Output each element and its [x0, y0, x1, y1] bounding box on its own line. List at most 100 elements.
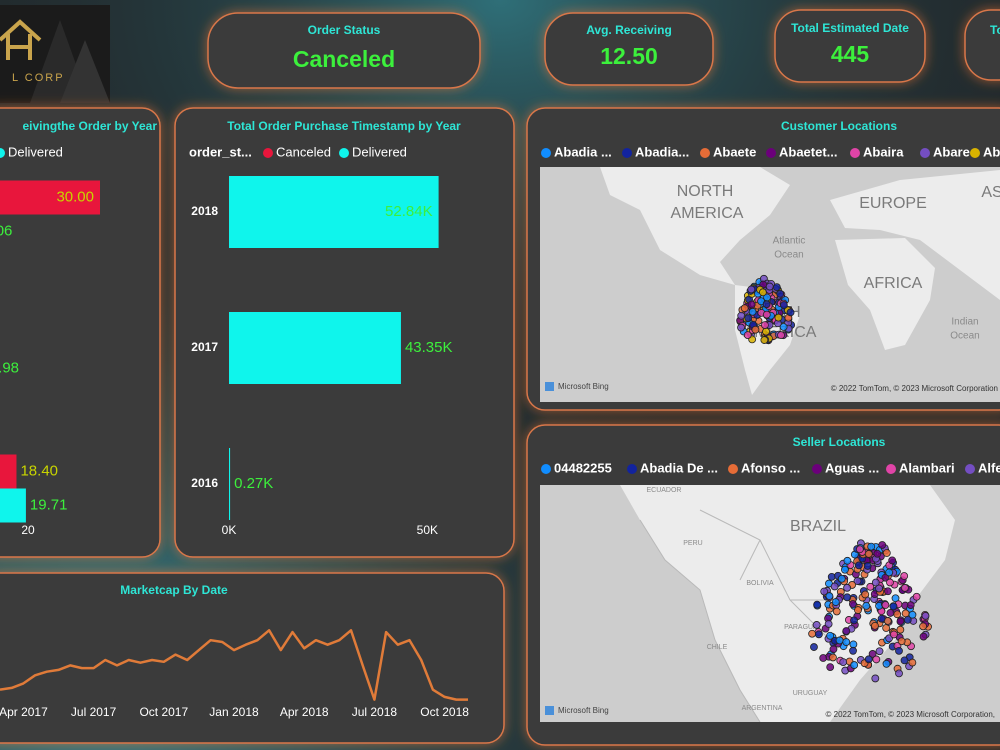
legend-label: Delivered [352, 144, 407, 159]
line [0, 629, 468, 701]
map-point [873, 549, 882, 558]
map-point [776, 289, 785, 298]
legend-label: 04482255 [554, 460, 612, 475]
data-label: 12.98 [0, 359, 19, 376]
map-point [765, 282, 774, 291]
map-point [744, 314, 753, 323]
map-point [761, 321, 769, 330]
map-point [842, 638, 851, 646]
map-point [867, 542, 876, 551]
provider-icon [545, 706, 554, 715]
map-point [813, 600, 821, 609]
map-point [875, 584, 883, 593]
bar [0, 488, 26, 523]
map-label: URUGUAY [793, 690, 828, 697]
map-point [848, 600, 857, 608]
map-point [849, 640, 858, 649]
map-point [850, 661, 859, 669]
x-tick-label: Oct 2018 [420, 705, 469, 719]
panel [0, 572, 505, 744]
map-point [831, 598, 840, 606]
map-point [740, 304, 749, 313]
x-tick-label: 0K [222, 523, 237, 537]
map-point [868, 650, 877, 658]
chart-area: 0K 50K order_st... Canceled Delivered 52.84K 4… [189, 144, 453, 537]
map-label: Indian [951, 317, 978, 328]
map-point [762, 327, 770, 336]
chart-title: Total Order Purchase Timestamp by Year [227, 119, 461, 133]
map-point [779, 323, 788, 331]
card [964, 9, 1000, 81]
map-point [888, 556, 897, 565]
map-point [871, 578, 880, 587]
bar [0, 454, 17, 489]
legend-label: Delivered [8, 144, 63, 159]
map-label: EUROPE [859, 195, 927, 212]
legend-marker [965, 464, 975, 474]
map-point [839, 658, 848, 667]
data-label: 30.00 [56, 188, 94, 205]
legend-marker [728, 464, 738, 474]
map-point [835, 636, 844, 645]
map-point [842, 627, 851, 635]
map-point [825, 592, 834, 600]
bar [229, 176, 439, 248]
legend-marker [970, 148, 980, 158]
map-point [748, 307, 757, 316]
map-point [849, 646, 857, 655]
map-point [843, 556, 852, 565]
legend-label: Ab [983, 144, 1000, 159]
x-tick-label: Jul 2017 [71, 705, 117, 719]
map-point [824, 620, 833, 628]
x-tick-label: Jul 2018 [352, 705, 398, 719]
legend-label: Abadia De ... [640, 460, 718, 475]
legend-label: Canceled [276, 144, 331, 159]
map-point [908, 658, 917, 667]
data-label: 52.84K [385, 203, 433, 220]
logo: L CORP [0, 5, 110, 103]
map-point [837, 574, 846, 583]
map-point [829, 645, 838, 654]
map-label: Ocean [774, 250, 803, 261]
legend-label: Alfe [978, 460, 1000, 475]
map-point [912, 592, 921, 601]
map-point [830, 582, 839, 591]
map-overlay: NORTH AMERICA EUROPE AFRICA Atlantic Ocean Ind… [545, 183, 1000, 393]
map-label: AFRICA [864, 275, 923, 292]
map-point [919, 622, 927, 631]
map-point [906, 601, 915, 610]
map-point [827, 572, 836, 581]
y-tick-label: 2016 [191, 476, 218, 490]
card [544, 12, 714, 86]
legend-marker [541, 464, 551, 474]
map-point [886, 609, 895, 617]
map-area: NORTH AMERICA EUROPE AFRICA Atlantic Ocean Ind… [540, 144, 1000, 402]
card-title: Avg. Receiving [586, 23, 672, 37]
legend-label: Abaira [863, 144, 904, 159]
legend-marker [0, 148, 5, 158]
map-label: BOLIVIA [746, 580, 774, 587]
map-point [808, 629, 817, 638]
legend-marker [339, 148, 349, 158]
map-point [861, 590, 870, 599]
data-label: 12.06 [0, 222, 12, 239]
legend-label: Alambari [899, 460, 955, 475]
map-point [864, 550, 873, 558]
map-point [884, 587, 892, 596]
map-point [855, 545, 864, 554]
map-label: AS [981, 184, 1000, 201]
map-point [812, 621, 821, 629]
map-point [875, 647, 884, 656]
map-point [903, 615, 912, 624]
map-label: Ocean [950, 331, 979, 342]
map-point [885, 568, 894, 577]
legend-marker [920, 148, 930, 158]
map-label: Atlantic [773, 236, 806, 247]
legend-label: Abadia... [635, 144, 689, 159]
card [774, 9, 926, 83]
map-point [751, 325, 760, 334]
card-value: 445 [831, 41, 870, 67]
map-point [826, 663, 835, 671]
map-point [743, 331, 752, 339]
